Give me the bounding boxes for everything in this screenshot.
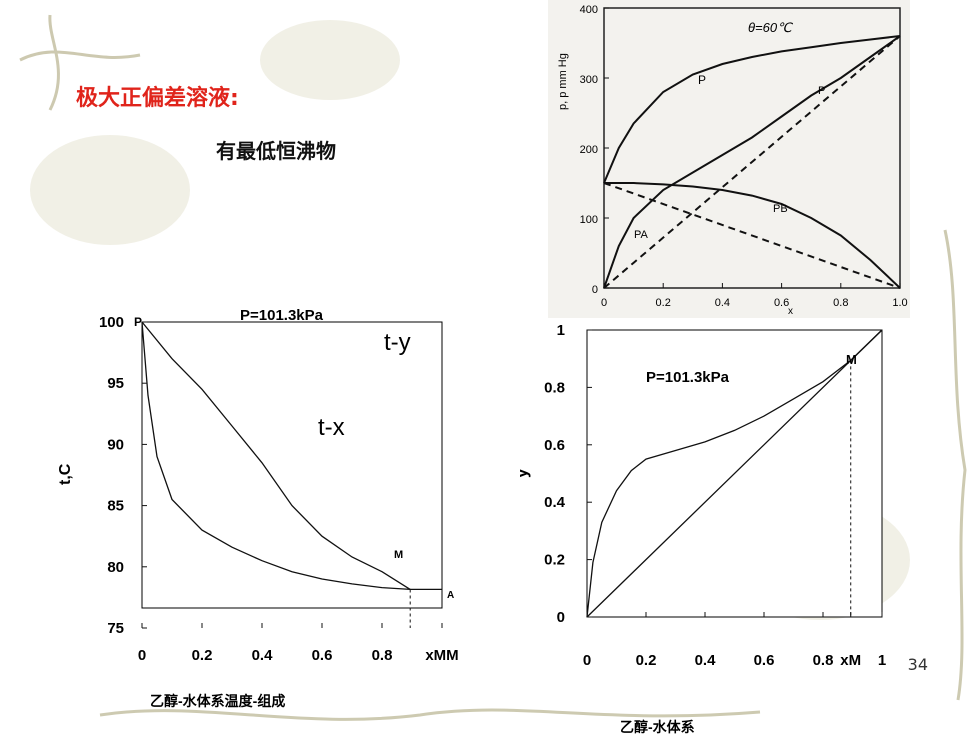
y-tick-label: 0.6 — [544, 437, 565, 454]
x-tick-label: 1 — [878, 652, 886, 669]
page-number: 34 — [907, 655, 928, 674]
chart-title: P=101.3kPa — [240, 307, 324, 324]
x-tick-label: 0.4 — [715, 297, 730, 309]
series-line-1 — [586, 329, 883, 618]
x-tick-label: 0.6 — [774, 297, 789, 309]
x-tick-label: 0.6 — [312, 647, 333, 664]
annotation-m: M — [846, 352, 857, 367]
series-line-4 — [603, 182, 901, 289]
branch-top-left — [19, 50, 141, 62]
y-tick-label: 200 — [580, 144, 598, 156]
y-tick-label: 0.4 — [544, 494, 566, 511]
series-line-pb — [604, 182, 901, 289]
t-x-y-chart: P=101.3kPa t,C 乙醇-水体系温度-组成 0 0.2 0.4 0.6 0.8… — [57, 307, 459, 709]
slide-heading: 极大正偏差溶液: — [76, 86, 239, 111]
series-line-0 — [586, 329, 883, 618]
x-tick-label: 0.8 — [372, 647, 393, 664]
annotation-p: P — [134, 315, 142, 329]
y-x-chart: P=101.3kPa y 乙醇-水体系 0 0.2 0.4 0.6 0.8 xM 1 0 0.2… — [520, 322, 886, 735]
y-tick-label: 95 — [107, 375, 124, 392]
x-tick-label: xM — [840, 652, 861, 669]
x-tick-label: 0 — [138, 647, 146, 664]
branch-top-left-stem — [48, 14, 60, 111]
leaf-decor — [260, 20, 400, 100]
annotation-a: A — [447, 590, 454, 601]
leaf-decor — [30, 135, 190, 245]
y-tick-label: 75 — [107, 620, 124, 637]
annotation-pa: PA — [634, 229, 649, 241]
x-axis-label: x — [788, 306, 793, 317]
x-tick-label: 0.8 — [813, 652, 834, 669]
branch-bottom — [99, 708, 761, 721]
chart-scan-background — [548, 0, 910, 318]
y-tick-label: 0.2 — [544, 552, 565, 569]
annotation-p: P — [698, 73, 706, 87]
y-tick-label: 0.8 — [544, 379, 565, 396]
x-tick-label: 0.2 — [192, 647, 213, 664]
series-line-pa — [603, 35, 901, 289]
x-tick-label: 0 — [583, 652, 591, 669]
annotation-pb: PB — [773, 203, 788, 215]
y-tick-label: 85 — [107, 498, 124, 515]
x-tick-label: 0.8 — [833, 297, 848, 309]
y-axis-label: t,C — [57, 463, 74, 485]
annotation-p-dashed: P — [818, 85, 825, 97]
x-tick-label: 0.2 — [636, 652, 657, 669]
y-tick-label: 100 — [99, 314, 124, 331]
branch-right — [943, 229, 967, 701]
y-tick-label: 0 — [592, 284, 598, 296]
x-tick-label: 0.2 — [656, 297, 671, 309]
x-tick-label: 0 — [601, 297, 607, 309]
y-axis-label: p, p mm Hg — [557, 53, 569, 110]
y-tick-label: 1 — [557, 322, 565, 339]
y-tick-label: 100 — [580, 214, 598, 226]
series-line-3 — [603, 35, 901, 289]
x-axis-label: 乙醇-水体系 — [620, 719, 695, 735]
slide-subheading: 有最低恒沸物 — [216, 139, 336, 163]
series-line-t-x — [141, 321, 442, 591]
plot-frame — [141, 321, 443, 609]
y-tick-label: 90 — [107, 436, 124, 453]
x-tick-label: 0.4 — [695, 652, 717, 669]
y-tick-label: 400 — [580, 4, 598, 16]
x-tick-label: 0.6 — [754, 652, 775, 669]
y-tick-label: 80 — [107, 559, 124, 576]
chart-title: θ=60℃ — [748, 20, 793, 35]
y-tick-label: 300 — [580, 74, 598, 86]
curve-label-t-x: t-x — [318, 414, 345, 441]
y-axis-label: y — [520, 468, 531, 478]
x-tick-label: xMM — [425, 647, 458, 664]
p-x-chart: θ=60℃ p, p mm Hg x 0 0.2 0.4 0.6 0.8 1.0 0 100 2… — [548, 0, 910, 318]
x-tick-label: 0.4 — [252, 647, 274, 664]
x-tick-label: 1.0 — [892, 297, 907, 309]
y-tick-label: 0 — [557, 609, 565, 626]
annotation-m: M — [394, 549, 403, 561]
x-axis-label: 乙醇-水体系温度-组成 — [150, 693, 285, 709]
curve-label-t-y: t-y — [384, 329, 411, 356]
series-line-t-y — [141, 321, 411, 590]
chart-title: P=101.3kPa — [646, 369, 730, 386]
series-line-p — [603, 35, 901, 184]
